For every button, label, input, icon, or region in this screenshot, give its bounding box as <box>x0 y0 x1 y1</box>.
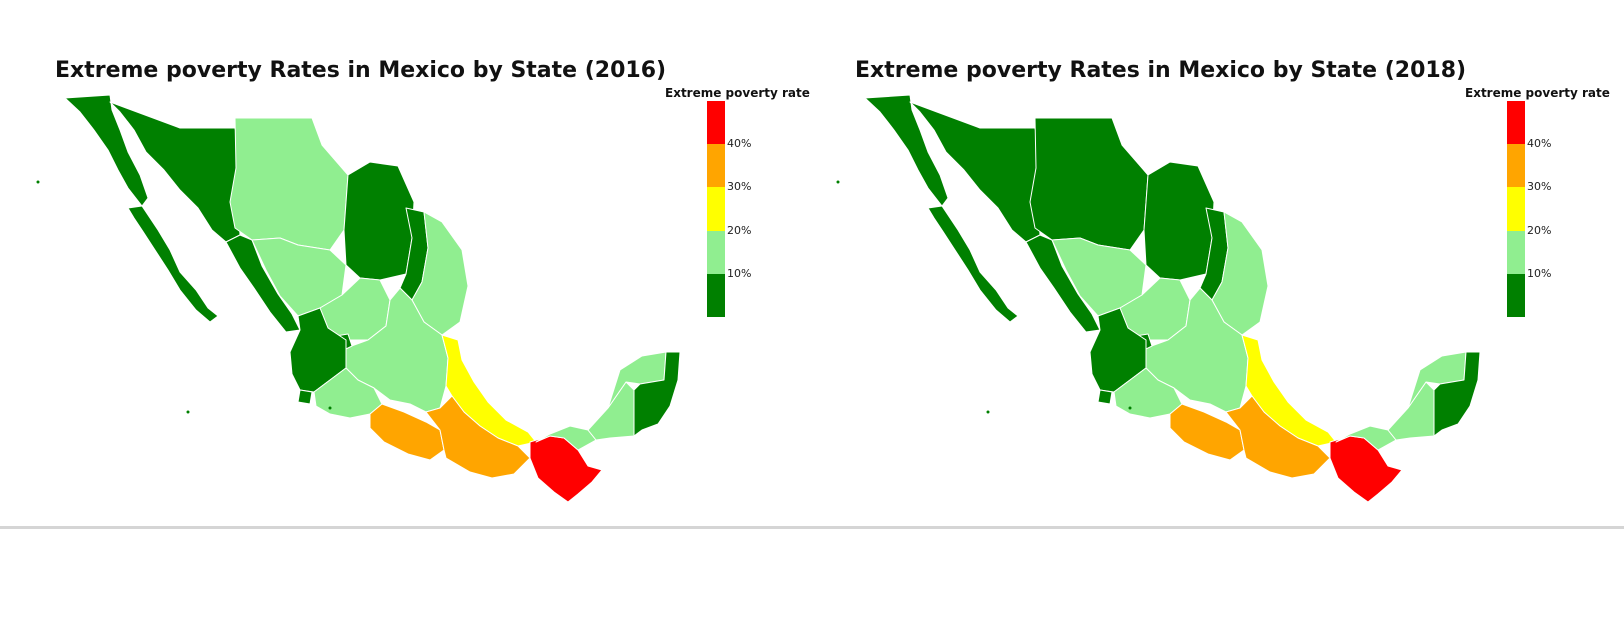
state-campeche[interactable] <box>1387 381 1435 441</box>
island-marker <box>836 180 840 184</box>
legend-swatch <box>1507 273 1525 318</box>
legend-swatch <box>707 187 725 232</box>
legend-swatch <box>1507 144 1525 188</box>
state-colima[interactable] <box>297 389 313 405</box>
color-legend: Extreme poverty rate 40% 30% 20% 10% <box>665 86 815 326</box>
state-coahuila[interactable] <box>1143 161 1215 281</box>
state-quintana-roo[interactable] <box>633 351 681 437</box>
color-legend: Extreme poverty rate 40% 30% 20% 10% <box>1465 86 1615 326</box>
state-baja-california-sur[interactable] <box>127 205 219 323</box>
legend-tick-label: 40% <box>1527 137 1552 151</box>
legend-title: Extreme poverty rate <box>665 86 810 100</box>
legend-swatch <box>707 101 725 145</box>
legend-tick-label: 30% <box>1527 180 1552 194</box>
island-marker <box>328 406 332 410</box>
state-quintana-roo[interactable] <box>1433 351 1481 437</box>
state-chihuahua[interactable] <box>1029 117 1149 251</box>
legend-tick-label: 10% <box>727 266 752 280</box>
state-baja-california[interactable] <box>64 94 149 207</box>
legend-colorbar <box>1507 101 1525 318</box>
legend-tick-label: 40% <box>727 137 752 151</box>
island-marker <box>186 410 190 414</box>
map-panel-2016: Extreme poverty Rates in Mexico by State… <box>0 0 812 540</box>
divider <box>0 526 1624 529</box>
legend-swatch <box>1507 187 1525 232</box>
state-chihuahua[interactable] <box>229 117 349 251</box>
state-coahuila[interactable] <box>343 161 415 281</box>
state-sinaloa[interactable] <box>1025 234 1101 333</box>
legend-swatch <box>1507 101 1525 145</box>
state-campeche[interactable] <box>587 381 635 441</box>
legend-colorbar <box>707 101 725 318</box>
state-baja-california[interactable] <box>864 94 949 207</box>
state-baja-california-sur[interactable] <box>927 205 1019 323</box>
legend-tick-label: 20% <box>1527 223 1552 237</box>
state-colima[interactable] <box>1097 389 1113 405</box>
legend-swatch <box>707 273 725 318</box>
map-title: Extreme poverty Rates in Mexico by State… <box>55 58 667 83</box>
state-chiapas[interactable] <box>529 435 603 503</box>
state-sinaloa[interactable] <box>225 234 301 333</box>
map-title: Extreme poverty Rates in Mexico by State… <box>855 58 1467 83</box>
legend-swatch <box>707 230 725 275</box>
state-veracruz[interactable] <box>441 334 537 447</box>
state-chiapas[interactable] <box>1329 435 1403 503</box>
mexico-choropleth-map[interactable] <box>30 90 710 510</box>
state-veracruz[interactable] <box>1241 334 1337 447</box>
legend-tick-label: 30% <box>727 180 752 194</box>
legend-tick-label: 10% <box>1527 266 1552 280</box>
island-marker <box>36 180 40 184</box>
mexico-choropleth-map[interactable] <box>830 90 1510 510</box>
island-marker <box>1128 406 1132 410</box>
island-marker <box>986 410 990 414</box>
legend-title: Extreme poverty rate <box>1465 86 1610 100</box>
legend-swatch <box>707 144 725 188</box>
map-panel-2018: Extreme poverty Rates in Mexico by State… <box>800 0 1612 540</box>
legend-swatch <box>1507 230 1525 275</box>
legend-tick-label: 20% <box>727 223 752 237</box>
